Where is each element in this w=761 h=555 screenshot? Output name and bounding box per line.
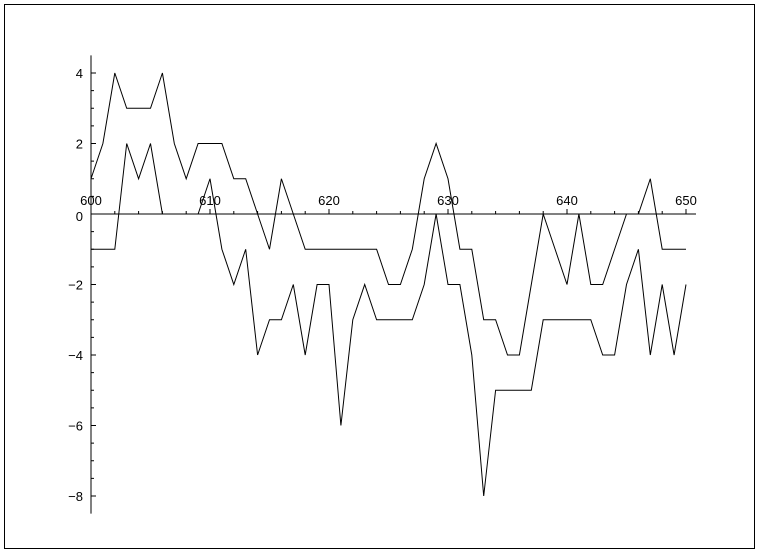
- y-tick-label: 0: [76, 209, 83, 224]
- line-chart: 600 610 620 630 640 650 −8 −6 −4 −2 0 2 4: [68, 55, 697, 514]
- x-ticks: 600 610 620 630 640 650: [80, 193, 697, 208]
- x-tick-label: 620: [318, 193, 340, 208]
- y-ticks: −8 −6 −4 −2 0 2 4: [68, 66, 83, 504]
- y-tick-label: 2: [76, 137, 83, 152]
- y-tick-label: −4: [68, 348, 83, 363]
- x-tick-label: 650: [675, 193, 697, 208]
- y-tick-label: −2: [68, 278, 83, 293]
- x-tick-label: 630: [437, 193, 459, 208]
- y-tick-label: −6: [68, 419, 83, 434]
- chart-frame: 600 610 620 630 640 650 −8 −6 −4 −2 0 2 4: [4, 4, 755, 549]
- x-tick-label: 600: [80, 193, 102, 208]
- x-tick-label: 610: [199, 193, 221, 208]
- series-lines: [90, 72, 687, 497]
- y-tick-label: 4: [76, 66, 83, 81]
- y-tick-label: −8: [68, 489, 83, 504]
- x-tick-label: 640: [556, 193, 578, 208]
- series-line-1: [90, 72, 686, 356]
- series-line-2: [91, 143, 687, 497]
